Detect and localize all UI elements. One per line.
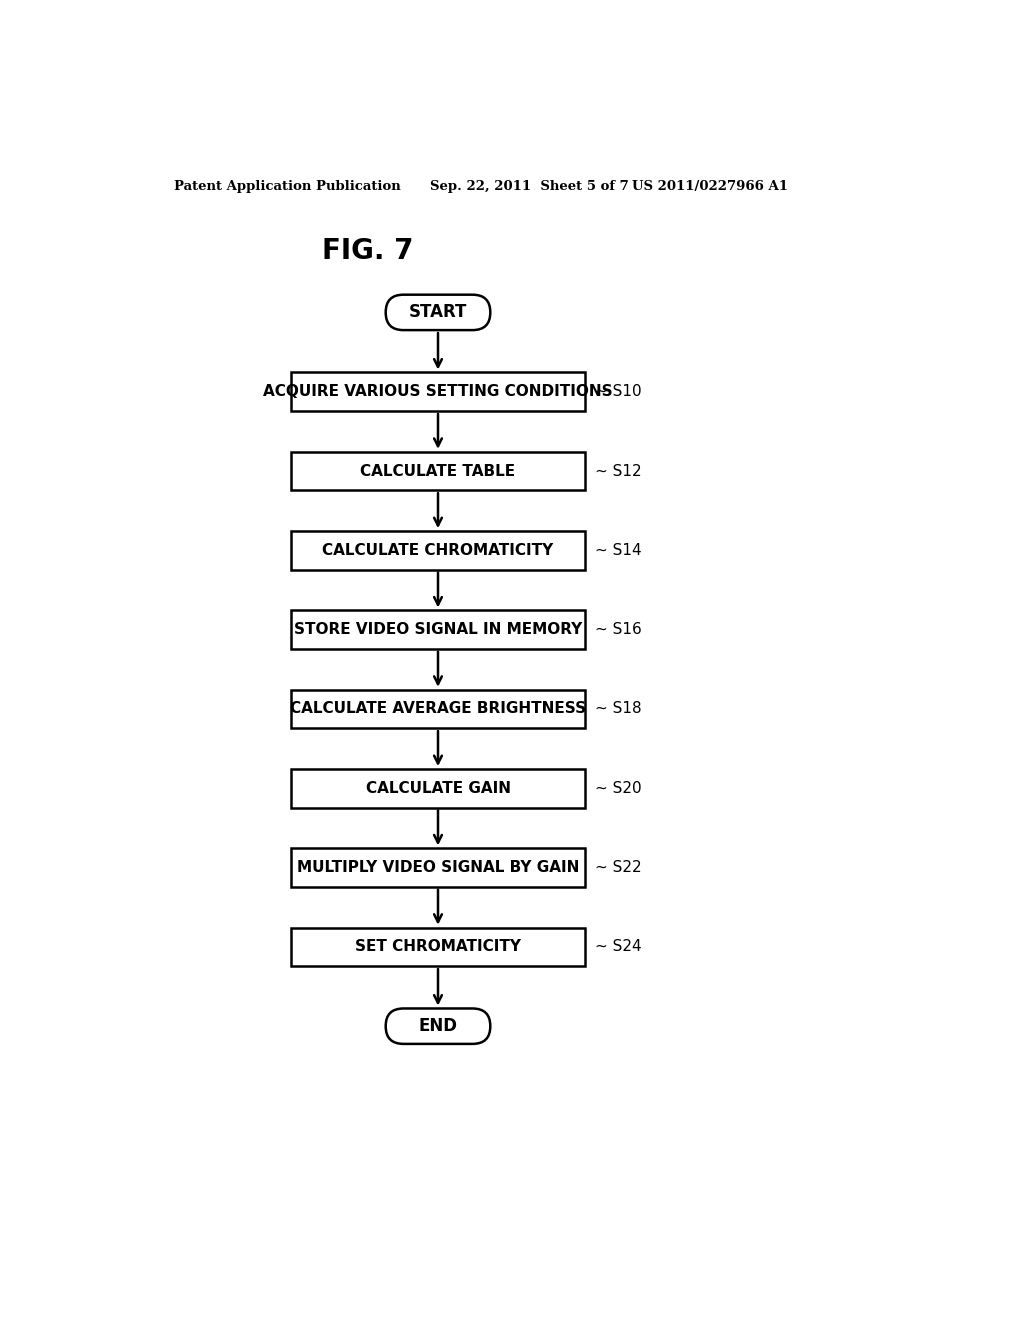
Text: ~ S24: ~ S24 bbox=[595, 940, 641, 954]
Text: ~ S20: ~ S20 bbox=[595, 780, 641, 796]
Text: END: END bbox=[419, 1018, 458, 1035]
Bar bbox=[291, 689, 586, 729]
Text: SET CHROMATICITY: SET CHROMATICITY bbox=[355, 940, 521, 954]
FancyBboxPatch shape bbox=[386, 294, 490, 330]
Bar bbox=[291, 451, 586, 490]
Text: CALCULATE TABLE: CALCULATE TABLE bbox=[360, 463, 515, 479]
Text: ~ S16: ~ S16 bbox=[595, 622, 641, 638]
Text: Patent Application Publication: Patent Application Publication bbox=[174, 181, 401, 194]
Bar bbox=[291, 372, 586, 411]
Text: ACQUIRE VARIOUS SETTING CONDITIONS: ACQUIRE VARIOUS SETTING CONDITIONS bbox=[263, 384, 612, 399]
Text: ~ S22: ~ S22 bbox=[595, 861, 641, 875]
Text: ~ S12: ~ S12 bbox=[595, 463, 641, 479]
Text: STORE VIDEO SIGNAL IN MEMORY: STORE VIDEO SIGNAL IN MEMORY bbox=[294, 622, 582, 638]
Text: ~ S10: ~ S10 bbox=[595, 384, 641, 399]
Bar bbox=[291, 928, 586, 966]
Text: ~ S14: ~ S14 bbox=[595, 543, 641, 558]
Text: MULTIPLY VIDEO SIGNAL BY GAIN: MULTIPLY VIDEO SIGNAL BY GAIN bbox=[297, 861, 580, 875]
Bar bbox=[291, 849, 586, 887]
Text: CALCULATE AVERAGE BRIGHTNESS: CALCULATE AVERAGE BRIGHTNESS bbox=[290, 701, 586, 717]
Text: US 2011/0227966 A1: US 2011/0227966 A1 bbox=[632, 181, 787, 194]
Text: CALCULATE CHROMATICITY: CALCULATE CHROMATICITY bbox=[323, 543, 554, 558]
Text: FIG. 7: FIG. 7 bbox=[323, 236, 414, 265]
FancyBboxPatch shape bbox=[386, 1008, 490, 1044]
Text: Sep. 22, 2011  Sheet 5 of 7: Sep. 22, 2011 Sheet 5 of 7 bbox=[430, 181, 629, 194]
Bar bbox=[291, 610, 586, 649]
Text: CALCULATE GAIN: CALCULATE GAIN bbox=[366, 780, 511, 796]
Bar bbox=[291, 531, 586, 570]
Bar bbox=[291, 770, 586, 808]
Text: START: START bbox=[409, 304, 467, 321]
Text: ~ S18: ~ S18 bbox=[595, 701, 641, 717]
